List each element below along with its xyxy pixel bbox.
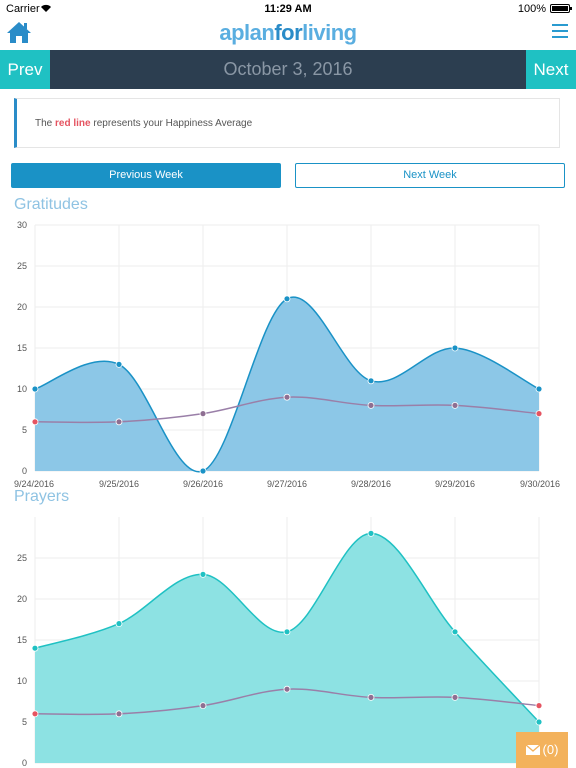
prayers-chart-title: Prayers [14, 488, 70, 505]
app-logo: aplanforliving [0, 20, 576, 46]
series-line-0 [34, 296, 540, 473]
y-tick-label: 25 [17, 261, 27, 271]
average-point[interactable] [31, 418, 39, 426]
previous-week-button[interactable]: Previous Week [11, 163, 281, 188]
x-tick-label: 9/25/2016 [99, 479, 139, 489]
data-point[interactable] [535, 385, 543, 393]
data-point[interactable] [31, 385, 39, 393]
average-point[interactable] [367, 693, 375, 701]
carrier-label: Carrier [6, 3, 40, 15]
x-tick-label: 9/26/2016 [183, 479, 223, 489]
hamburger-menu-icon[interactable] [552, 24, 568, 38]
envelope-icon [525, 745, 540, 755]
x-tick-label: 9/29/2016 [435, 479, 475, 489]
notice-text: The red line represents your Happiness A… [35, 118, 252, 129]
battery-icon [550, 4, 572, 13]
notice-prefix: The [35, 118, 56, 129]
wifi-icon [41, 4, 51, 12]
next-week-button[interactable]: Next Week [295, 163, 565, 188]
data-point[interactable] [451, 628, 459, 636]
series-area-0 [35, 533, 539, 763]
gratitudes-chart-title: Gratitudes [14, 196, 88, 213]
x-tick-label: 9/28/2016 [351, 479, 391, 489]
clock: 11:29 AM [264, 3, 312, 15]
logo-part-living: living [302, 20, 357, 45]
gratitudes-chart: 0 5 10 15 20 25 30 9/24/2016 9/25/2016 9/26/2016 9… [14, 220, 560, 489]
data-point[interactable] [367, 377, 375, 385]
date-navigation-bar: Prev October 3, 2016 Next [0, 50, 576, 89]
prev-day-button[interactable]: Prev [0, 50, 50, 89]
messages-button[interactable]: (0) [516, 732, 568, 768]
data-point[interactable] [535, 718, 543, 726]
y-tick-label: 0 [22, 466, 27, 476]
series-area-0 [35, 297, 539, 472]
data-point[interactable] [115, 360, 123, 368]
prayers-chart: 0 5 10 15 20 25 [17, 517, 543, 768]
data-point[interactable] [451, 344, 459, 352]
happiness-average-notice: The red line represents your Happiness A… [14, 98, 560, 148]
notice-suffix: represents your Happiness Average [90, 118, 253, 129]
current-date: October 3, 2016 [223, 59, 353, 79]
y-tick-label: 5 [22, 717, 27, 727]
average-point[interactable] [451, 401, 459, 409]
logo-part-plan: plan [231, 20, 275, 45]
y-tick-label: 25 [17, 553, 27, 563]
average-point[interactable] [199, 410, 207, 418]
data-point[interactable] [115, 620, 123, 627]
data-point[interactable] [199, 571, 207, 578]
y-tick-label: 30 [17, 220, 27, 230]
next-day-button[interactable]: Next [526, 50, 576, 89]
average-point[interactable] [535, 410, 543, 418]
data-point[interactable] [283, 628, 291, 636]
battery-percent: 100% [517, 3, 546, 15]
logo-part-a: a [219, 20, 232, 45]
x-tick-label: 9/30/2016 [520, 479, 560, 489]
home-icon[interactable] [6, 20, 32, 44]
y-tick-label: 10 [17, 384, 27, 394]
y-tick-label: 15 [17, 343, 27, 353]
average-point[interactable] [115, 710, 123, 718]
y-tick-label: 15 [17, 635, 27, 645]
average-point[interactable] [283, 685, 291, 693]
data-point[interactable] [283, 295, 291, 303]
average-point[interactable] [115, 418, 123, 426]
status-bar: Carrier 11:29 AM 100% [0, 0, 576, 18]
average-point[interactable] [367, 401, 375, 409]
average-point[interactable] [535, 702, 543, 710]
average-point[interactable] [283, 393, 291, 401]
data-point[interactable] [31, 644, 39, 652]
data-point[interactable] [199, 467, 207, 475]
average-point[interactable] [451, 693, 459, 701]
notice-highlight: red line [55, 118, 91, 129]
y-tick-label: 5 [22, 425, 27, 435]
y-tick-label: 20 [17, 302, 27, 312]
average-point[interactable] [199, 702, 207, 710]
app-header: aplanforliving [0, 18, 576, 50]
data-point[interactable] [367, 529, 375, 537]
average-point[interactable] [31, 710, 39, 718]
y-tick-label: 20 [17, 594, 27, 604]
y-tick-label: 0 [22, 758, 27, 768]
x-tick-label: 9/24/2016 [14, 479, 54, 489]
x-tick-label: 9/27/2016 [267, 479, 307, 489]
logo-part-for: for [274, 20, 303, 45]
y-tick-label: 10 [17, 676, 27, 686]
messages-count: (0) [542, 742, 559, 757]
